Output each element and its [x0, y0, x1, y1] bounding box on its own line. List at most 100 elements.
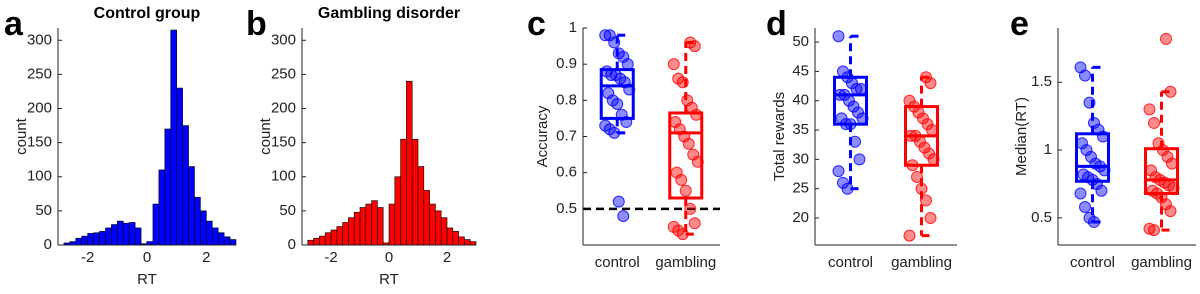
data-point: [844, 118, 857, 131]
data-point: [927, 153, 940, 166]
histogram-bar: [313, 237, 320, 246]
data-point: [911, 170, 923, 183]
histogram-bar: [446, 227, 454, 246]
data-point: [1079, 201, 1091, 214]
data-point: [669, 116, 682, 129]
y-tick-label: 0.7: [556, 127, 577, 144]
data-point: [620, 116, 633, 129]
histogram-bar: [134, 227, 142, 246]
y-axis-label: Accuracy: [534, 105, 551, 167]
data-point: [834, 88, 846, 101]
y-tick-label: 30: [792, 150, 809, 167]
y-axis-label: count: [257, 117, 274, 155]
y-tick-label: 300: [27, 31, 52, 48]
histogram-bar: [99, 231, 106, 246]
data-point: [1160, 198, 1172, 211]
y-tick-label: 45: [792, 62, 809, 79]
y-axis-label: Median(RT): [1013, 97, 1030, 176]
y-tick-label: 25: [792, 180, 809, 197]
data-point: [1091, 177, 1103, 190]
x-axis-label: RT: [137, 271, 157, 288]
histogram-bar: [164, 128, 172, 246]
data-point: [684, 202, 697, 215]
y-tick-label: 0.8: [556, 91, 577, 108]
histogram-bar: [158, 169, 166, 246]
data-point: [685, 101, 698, 114]
data-point: [612, 195, 625, 208]
data-point: [670, 166, 683, 179]
chart-title: Gambling disorder: [318, 5, 460, 22]
x-tick-label: gambling: [891, 254, 952, 271]
data-point: [667, 58, 680, 71]
y-tick-label: 0.9: [556, 55, 577, 72]
x-tick-label: gambling: [1131, 254, 1192, 271]
histogram-bar: [69, 241, 77, 246]
data-point: [615, 108, 628, 121]
x-tick-label: gambling: [655, 254, 716, 271]
y-tick-label: 1: [1044, 141, 1052, 158]
histogram-bar: [105, 227, 112, 246]
data-point: [1074, 187, 1087, 200]
histogram-bar: [353, 211, 361, 246]
y-tick-label: 40: [792, 92, 809, 109]
data-point: [1088, 116, 1100, 129]
data-point: [1160, 32, 1172, 45]
data-point: [1076, 137, 1088, 150]
data-point: [691, 155, 704, 168]
histogram-bar: [229, 239, 237, 246]
histogram-bar: [223, 236, 231, 246]
data-point: [1094, 160, 1106, 173]
y-tick-label: 100: [27, 168, 52, 185]
y-tick-label: 0.5: [1031, 209, 1052, 226]
histogram-bar: [307, 239, 314, 246]
data-point: [924, 77, 937, 90]
histogram-bar: [81, 235, 88, 246]
histogram-bar: [458, 236, 465, 246]
data-point: [682, 137, 695, 150]
data-point: [1083, 96, 1096, 109]
histogram-bar: [435, 210, 442, 246]
panel-letter: a: [4, 5, 24, 43]
data-point: [679, 184, 692, 197]
histogram-bar: [122, 222, 130, 246]
data-point: [832, 165, 845, 178]
histogram-bar: [319, 235, 326, 246]
data-point: [855, 82, 867, 95]
data-point: [676, 228, 689, 241]
histogram-bar: [146, 241, 154, 246]
data-point: [1083, 211, 1096, 224]
data-point: [681, 94, 694, 107]
data-point: [676, 76, 689, 89]
histogram-bar: [75, 237, 83, 246]
histogram-bar: [330, 229, 338, 246]
histogram-bar: [423, 190, 430, 246]
data-point: [618, 76, 631, 89]
data-point: [675, 173, 688, 186]
y-tick-label: 1: [569, 19, 577, 36]
histogram-bar: [117, 220, 124, 246]
histogram-bar: [452, 231, 459, 246]
histogram-bar: [176, 87, 183, 246]
y-tick-label: 35: [792, 121, 809, 138]
data-point: [602, 87, 615, 100]
panel-letter: d: [766, 5, 787, 43]
y-axis-label: Total rewards: [771, 92, 788, 181]
data-point: [1080, 144, 1093, 157]
data-point: [906, 159, 919, 172]
histogram-bar: [429, 203, 436, 246]
data-point: [924, 212, 937, 225]
histogram-bar: [359, 207, 367, 246]
histogram-bar: [188, 166, 195, 246]
histogram-bar: [170, 29, 177, 246]
data-point: [1095, 184, 1108, 197]
histogram-bar: [206, 220, 213, 246]
histogram-bar: [406, 80, 413, 246]
box: [668, 111, 704, 200]
data-point: [688, 40, 701, 53]
x-tick-label: control: [828, 254, 873, 271]
histogram-bar: [348, 217, 355, 246]
data-point: [1079, 69, 1091, 82]
x-tick-label: control: [595, 254, 640, 271]
histogram-bar: [342, 222, 349, 246]
x-tick-label: -2: [324, 249, 337, 266]
